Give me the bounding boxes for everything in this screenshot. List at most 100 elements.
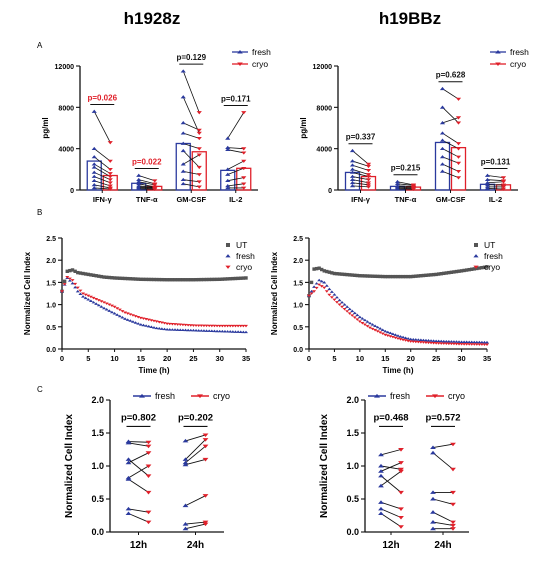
pair-line	[442, 117, 459, 124]
point-UT	[383, 274, 387, 279]
series-cryo	[60, 276, 248, 328]
point-cryo	[241, 182, 247, 186]
point-fresh	[378, 506, 384, 511]
point-cryo	[202, 438, 209, 442]
point-cryo	[202, 520, 209, 525]
y-tick-label: 4000	[58, 147, 74, 154]
point-UT	[107, 275, 112, 280]
pair-line	[128, 442, 149, 447]
legend-label-fresh: fresh	[390, 391, 410, 401]
point-fresh	[191, 328, 196, 332]
pair-line	[352, 160, 369, 167]
point-cryo	[107, 141, 113, 145]
point-cryo	[196, 153, 202, 157]
point-cryo	[474, 343, 479, 346]
point-cryo	[383, 333, 388, 337]
pair-line	[432, 498, 454, 505]
point-fresh	[426, 339, 431, 342]
x-tick-label: IL-2	[489, 195, 502, 204]
point-UT	[68, 268, 72, 273]
pair-line	[128, 452, 149, 464]
point-UT	[470, 267, 474, 271]
point-fresh	[244, 330, 248, 334]
point-cryo	[455, 121, 462, 125]
point-cryo	[324, 290, 329, 293]
p-value-label: p=0.628	[436, 71, 466, 80]
point-fresh	[204, 329, 209, 332]
point-UT	[401, 274, 405, 279]
point-fresh	[439, 339, 444, 343]
point-fresh	[479, 340, 484, 344]
point-fresh	[165, 328, 170, 331]
point-fresh	[194, 329, 199, 332]
point-cryo	[201, 324, 206, 328]
pair-line	[185, 521, 206, 525]
point-cryo	[241, 324, 246, 328]
point-fresh	[332, 293, 337, 296]
pair-line	[183, 183, 200, 188]
pair-line	[94, 163, 111, 174]
point-fresh	[467, 340, 472, 344]
point-fresh	[472, 340, 477, 344]
y-axis-label: Normalized Cell Index	[64, 414, 75, 518]
point-cryo	[222, 324, 227, 328]
point-UT	[444, 271, 449, 275]
chart-C-right: 0.0 0.5 1.0 1.5 2.0 Normalized Cell Index 12h p…	[319, 391, 469, 551]
point-cryo	[459, 343, 464, 346]
x-tick-label: 15	[137, 354, 145, 363]
point-UT	[403, 274, 408, 279]
point-fresh	[394, 187, 401, 191]
point-UT	[126, 276, 130, 281]
legend-marker-cryo	[473, 265, 479, 269]
pair-line	[442, 163, 459, 172]
point-fresh	[78, 292, 83, 295]
point-UT	[365, 274, 370, 278]
x-tick-label: 30	[216, 354, 224, 363]
x-tick-label: 30	[457, 354, 465, 363]
point-fresh	[180, 69, 186, 73]
point-fresh	[225, 330, 230, 333]
point-UT	[396, 274, 400, 279]
pair-line	[138, 186, 155, 189]
point-cryo	[464, 343, 469, 346]
point-fresh	[91, 174, 97, 178]
point-cryo	[120, 310, 125, 313]
point-cryo	[450, 502, 456, 507]
pair-line	[432, 521, 454, 526]
point-UT	[322, 269, 326, 273]
point-UT	[191, 278, 196, 282]
point-UT	[210, 277, 214, 282]
point-cryo	[225, 324, 230, 328]
point-fresh	[125, 457, 132, 461]
point-fresh	[430, 445, 436, 450]
point-UT	[65, 269, 69, 273]
pair-line	[93, 111, 111, 143]
y-tick-label: 0	[328, 188, 332, 195]
point-cryo	[485, 343, 489, 346]
point-fresh	[104, 308, 109, 311]
point-fresh	[217, 329, 222, 333]
point-fresh	[91, 170, 97, 174]
point-UT	[102, 275, 106, 279]
point-UT	[452, 270, 456, 274]
x-tick-label: 35	[483, 354, 491, 363]
point-fresh	[477, 340, 482, 344]
p-value-label: p=0.129	[176, 53, 206, 62]
point-cryo	[450, 527, 456, 531]
point-fresh	[67, 279, 72, 282]
p-value-label: p=0.171	[221, 95, 251, 104]
point-cryo	[196, 111, 202, 115]
point-cryo	[130, 314, 135, 317]
series-UT	[60, 268, 248, 293]
point-cryo	[81, 292, 86, 295]
chart-C-left: 0.0 0.5 1.0 1.5 2.0 Normalized Cell Index 12h p…	[64, 391, 230, 551]
point-fresh	[378, 473, 384, 478]
pair-line	[227, 183, 244, 187]
point-UT	[170, 278, 175, 282]
x-tick-label: GM-CSF	[436, 195, 466, 204]
point-cryo	[398, 507, 404, 511]
series-fresh	[60, 276, 248, 334]
pair-line	[442, 171, 459, 178]
chart-A-left: 0 4000 8000 12000 pg/ml IFN-γ p=0.026 TNF-α p=0.…	[41, 47, 271, 204]
x-tick-label: IL-2	[229, 195, 242, 204]
